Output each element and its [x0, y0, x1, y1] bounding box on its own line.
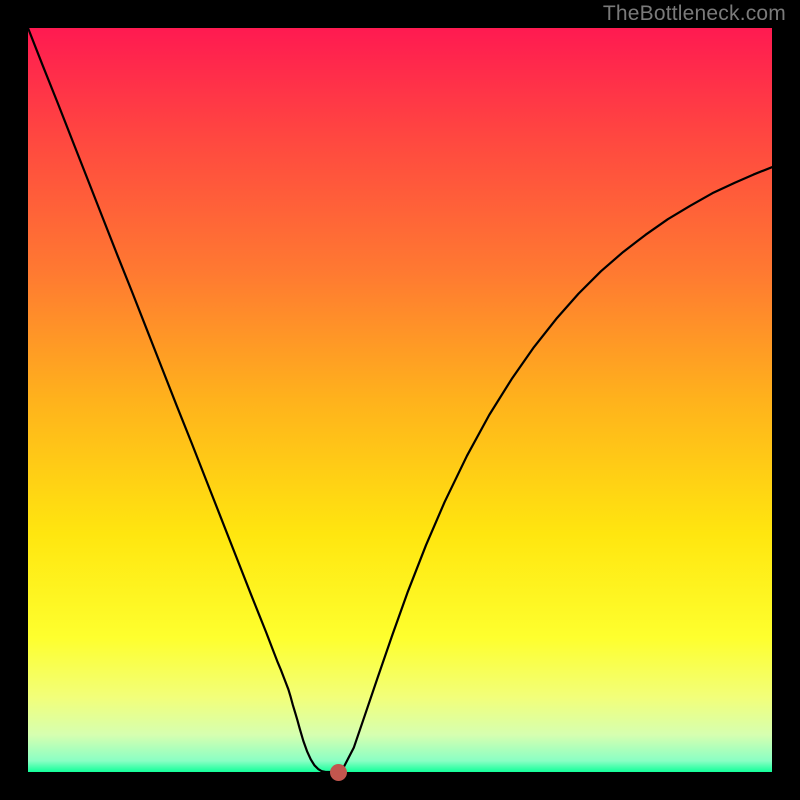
bottleneck-chart: TheBottleneck.com [0, 0, 800, 800]
optimal-point-marker [330, 764, 347, 781]
bottleneck-curve [28, 28, 772, 772]
plot-area [28, 28, 772, 772]
watermark-text: TheBottleneck.com [603, 2, 786, 26]
